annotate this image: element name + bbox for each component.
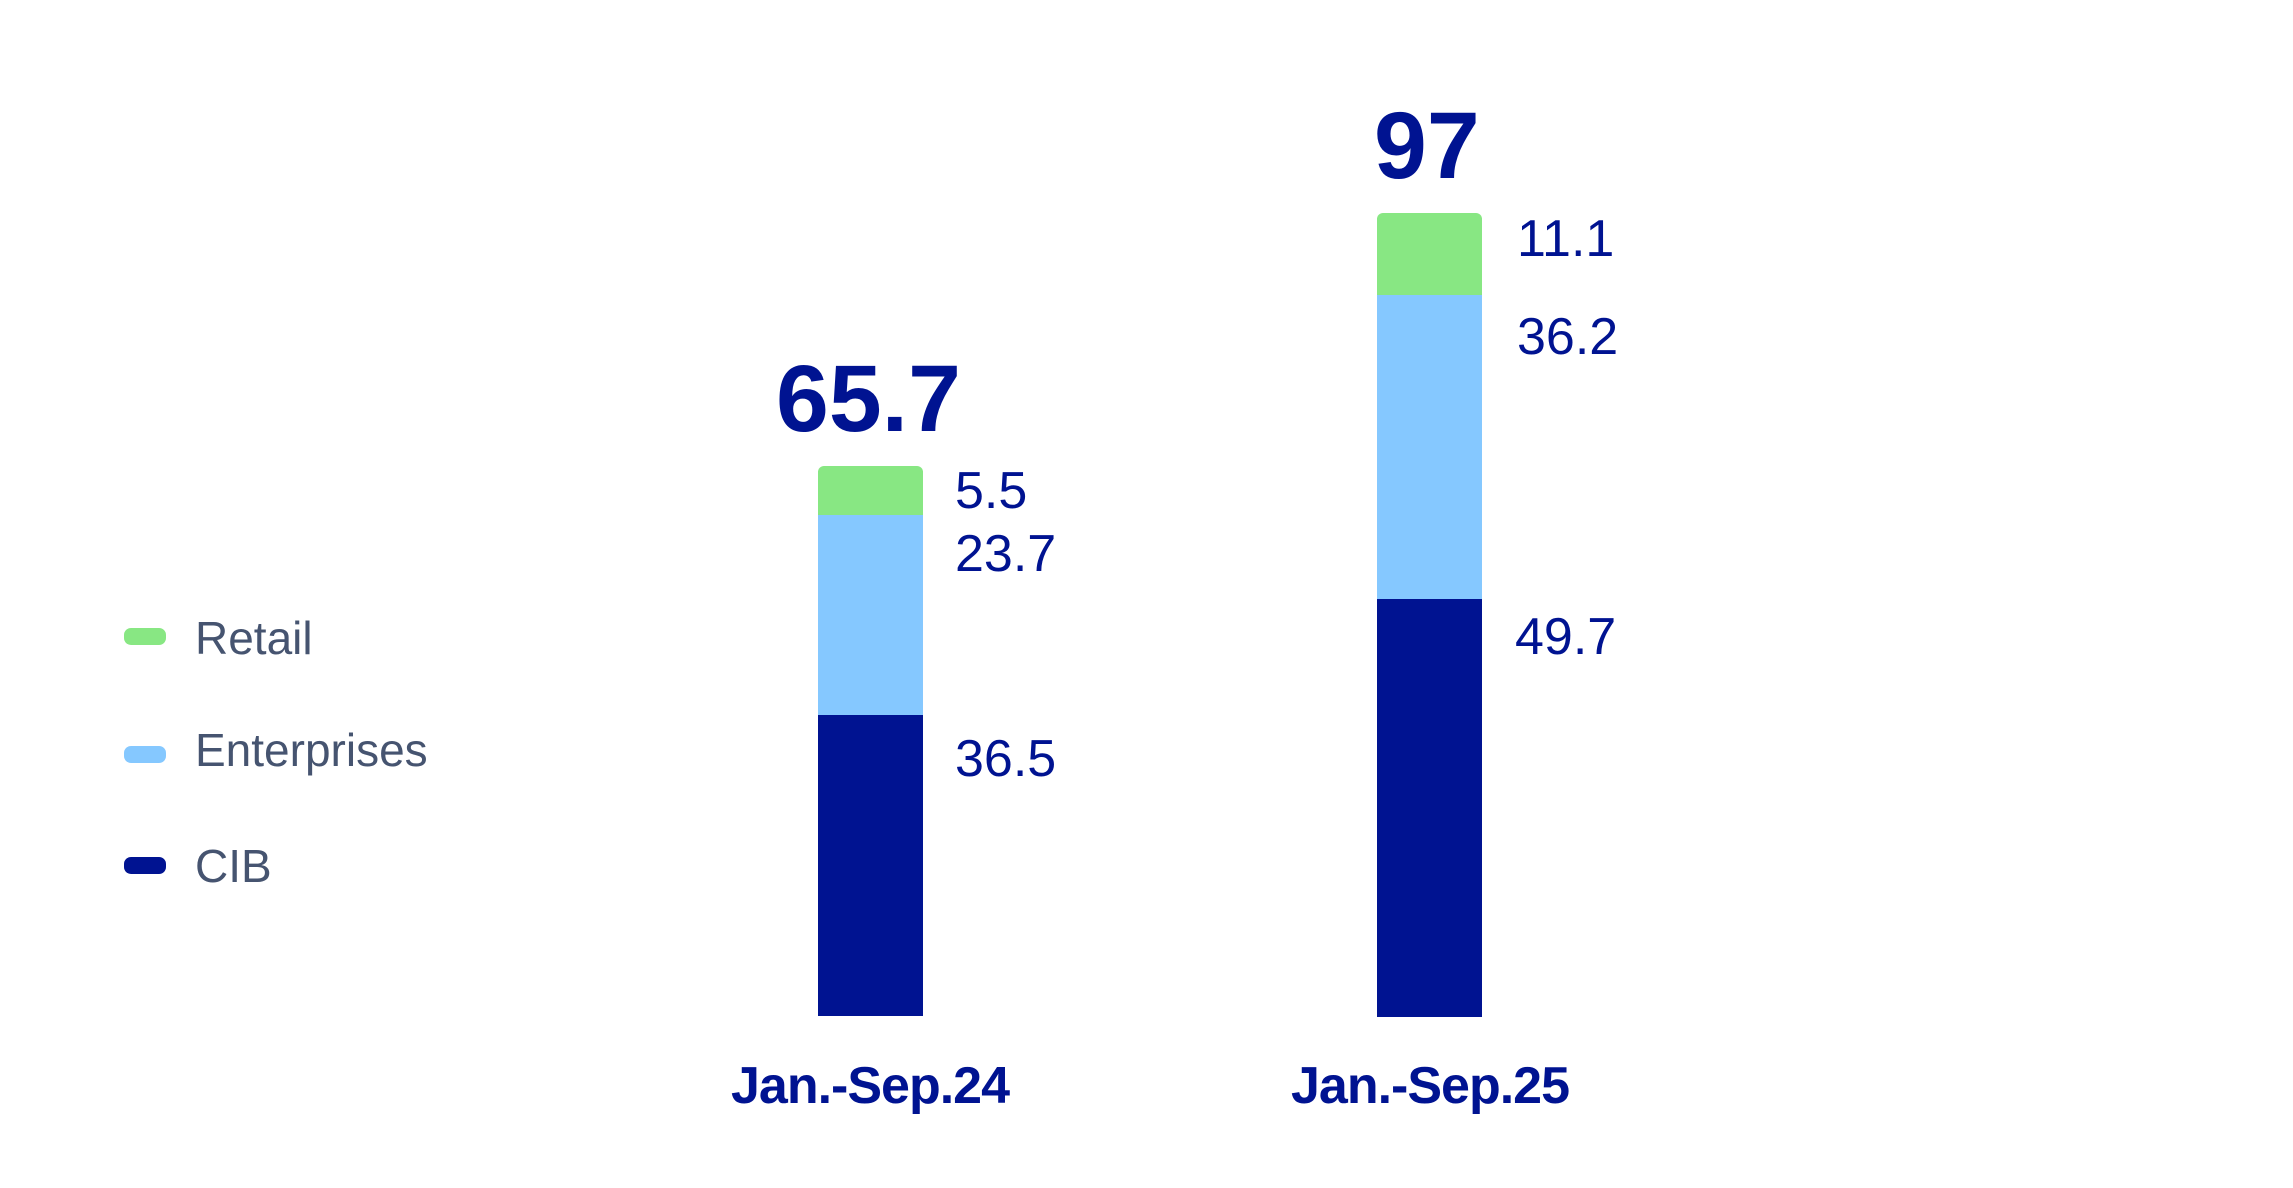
bar-segment-retail: [1377, 213, 1482, 295]
legend-label-retail: Retail: [195, 612, 313, 664]
legend-swatch-enterprises-icon: [124, 746, 166, 763]
x-axis-label: Jan.-Sep.25: [1290, 1057, 1570, 1115]
bar-segment-cib: [1377, 599, 1482, 1017]
bar-segment-cib: [818, 715, 923, 1016]
segment-value-retail: 11.1: [1517, 210, 1615, 268]
legend-label-enterprises: Enterprises: [195, 724, 428, 776]
x-axis-label: Jan.-Sep.24: [730, 1057, 1010, 1115]
bar-segment-enterprises: [818, 515, 923, 715]
legend-label-cib: CIB: [195, 840, 272, 892]
bar-total-label: 97: [1374, 93, 1480, 199]
segment-value-cib: 36.5: [955, 730, 1057, 788]
segment-value-retail: 5.5: [955, 462, 1028, 520]
stacked-bar: [818, 466, 923, 1016]
stacked-bar: [1377, 213, 1482, 1017]
legend-swatch-retail-icon: [124, 628, 166, 645]
bar-segment-enterprises: [1377, 295, 1482, 599]
bar-total-label: 65.7: [776, 346, 961, 452]
segment-value-enterprises: 36.2: [1517, 308, 1619, 366]
segment-value-enterprises: 23.7: [955, 525, 1057, 583]
legend-swatch-cib-icon: [124, 857, 166, 874]
bar-segment-retail: [818, 466, 923, 515]
segment-value-cib: 49.7: [1515, 608, 1617, 666]
